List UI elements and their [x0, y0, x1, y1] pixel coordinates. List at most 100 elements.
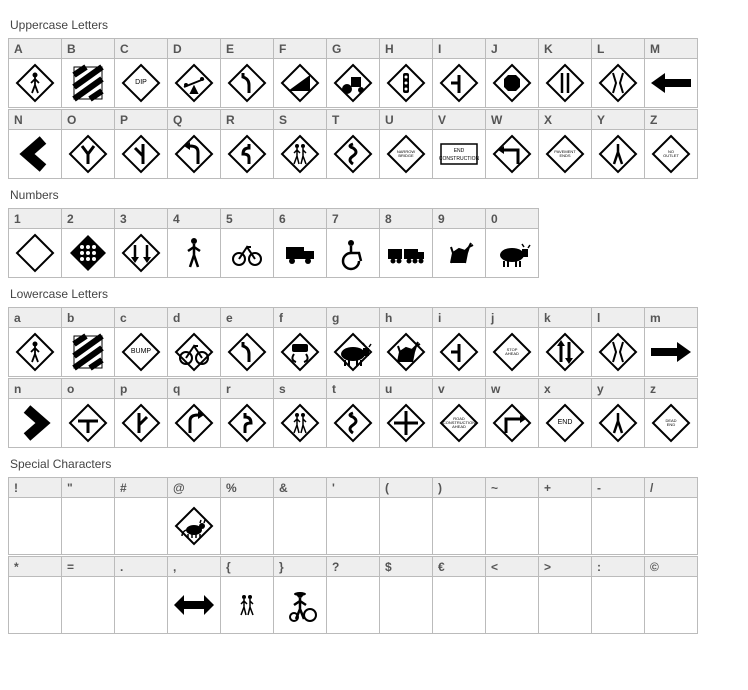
svg-text:BRIDGE: BRIDGE — [398, 153, 414, 158]
cell-label: N — [9, 110, 61, 130]
cell-label: > — [539, 557, 591, 577]
glyph-cell: ? — [326, 556, 380, 634]
cell-glyph — [539, 59, 591, 107]
cell-label: k — [539, 308, 591, 328]
cell-label: o — [62, 379, 114, 399]
cell-glyph — [486, 130, 538, 178]
cell-label: z — [645, 379, 697, 399]
glyph-cell: P — [114, 109, 168, 179]
glyph-cell: ) — [432, 477, 486, 555]
cell-glyph — [380, 328, 432, 376]
cell-glyph: ROADCONSTRUCTIONAHEAD — [433, 399, 485, 447]
glyph-cell: jSTOPAHEAD — [485, 307, 539, 377]
cell-glyph — [9, 130, 61, 178]
cell-label: x — [539, 379, 591, 399]
cell-glyph — [592, 130, 644, 178]
cell-label: ) — [433, 478, 485, 498]
cell-glyph — [221, 229, 273, 277]
cell-glyph — [327, 130, 379, 178]
cell-label: } — [274, 557, 326, 577]
glyph-cell: 2 — [61, 208, 115, 278]
cell-label: 5 — [221, 209, 273, 229]
glyph-cell: K — [538, 38, 592, 108]
glyph-cell: J — [485, 38, 539, 108]
cell-label: X — [539, 110, 591, 130]
cell-glyph — [539, 498, 591, 554]
cell-glyph — [62, 577, 114, 633]
cell-glyph — [274, 498, 326, 554]
cell-label: 1 — [9, 209, 61, 229]
cell-glyph — [9, 59, 61, 107]
cell-label: g — [327, 308, 379, 328]
glyph-cell: y — [591, 378, 645, 448]
cell-label: ! — [9, 478, 61, 498]
cell-glyph — [486, 59, 538, 107]
cell-glyph — [433, 328, 485, 376]
glyph-cell: zDEADEND — [644, 378, 698, 448]
glyph-cell: xEND — [538, 378, 592, 448]
cell-glyph — [486, 498, 538, 554]
cell-glyph — [380, 59, 432, 107]
cell-glyph: DEADEND — [645, 399, 697, 447]
glyph-cell: h — [379, 307, 433, 377]
glyph-cell: 8 — [379, 208, 433, 278]
glyph-cell: ' — [326, 477, 380, 555]
cell-glyph — [274, 59, 326, 107]
glyph-cell: ( — [379, 477, 433, 555]
glyph-cell: E — [220, 38, 274, 108]
cell-label: W — [486, 110, 538, 130]
cell-glyph — [327, 229, 379, 277]
cell-glyph — [645, 498, 697, 554]
cell-label: ( — [380, 478, 432, 498]
cell-glyph — [433, 59, 485, 107]
glyph-cell: i — [432, 307, 486, 377]
cell-glyph — [9, 229, 61, 277]
glyph-cell: L — [591, 38, 645, 108]
cell-glyph — [433, 498, 485, 554]
special-grid: !"#@%&'()~+-/*=.,{}?$€<>:© — [8, 477, 740, 633]
grid-row: abcBUMPdefghijSTOPAHEADklm — [8, 307, 740, 376]
glyph-cell: ~ — [485, 477, 539, 555]
glyph-cell: H — [379, 38, 433, 108]
cell-label: 6 — [274, 209, 326, 229]
cell-label: 2 — [62, 209, 114, 229]
cell-label: n — [9, 379, 61, 399]
cell-label: S — [274, 110, 326, 130]
cell-label: 9 — [433, 209, 485, 229]
svg-text:ENDS: ENDS — [559, 153, 570, 158]
cell-glyph: DIP — [115, 59, 167, 107]
glyph-cell: w — [485, 378, 539, 448]
glyph-cell: © — [644, 556, 698, 634]
cell-label: $ — [380, 557, 432, 577]
cell-label: " — [62, 478, 114, 498]
lowercase-grid: abcBUMPdefghijSTOPAHEADklmnopqrstuvROADC… — [8, 307, 740, 447]
cell-label: h — [380, 308, 432, 328]
cell-glyph — [115, 130, 167, 178]
cell-glyph — [592, 59, 644, 107]
cell-glyph — [62, 59, 114, 107]
cell-glyph — [380, 399, 432, 447]
cell-label: ~ — [486, 478, 538, 498]
cell-glyph — [274, 328, 326, 376]
glyph-chart: Uppercase LettersABCDIPDEFGHIJKLMNOPQRST… — [8, 18, 740, 633]
svg-text:AHEAD: AHEAD — [452, 424, 466, 429]
glyph-cell: N — [8, 109, 62, 179]
cell-label: D — [168, 39, 220, 59]
numbers-title: Numbers — [10, 188, 740, 202]
cell-label: 0 — [486, 209, 538, 229]
glyph-cell: W — [485, 109, 539, 179]
cell-glyph — [327, 328, 379, 376]
glyph-cell: O — [61, 109, 115, 179]
cell-label: , — [168, 557, 220, 577]
glyph-cell: 9 — [432, 208, 486, 278]
cell-label: V — [433, 110, 485, 130]
cell-glyph — [486, 399, 538, 447]
cell-label: M — [645, 39, 697, 59]
cell-glyph — [115, 399, 167, 447]
cell-glyph — [274, 577, 326, 633]
glyph-cell: r — [220, 378, 274, 448]
cell-label: Q — [168, 110, 220, 130]
cell-glyph — [221, 577, 273, 633]
cell-label: a — [9, 308, 61, 328]
glyph-cell: e — [220, 307, 274, 377]
